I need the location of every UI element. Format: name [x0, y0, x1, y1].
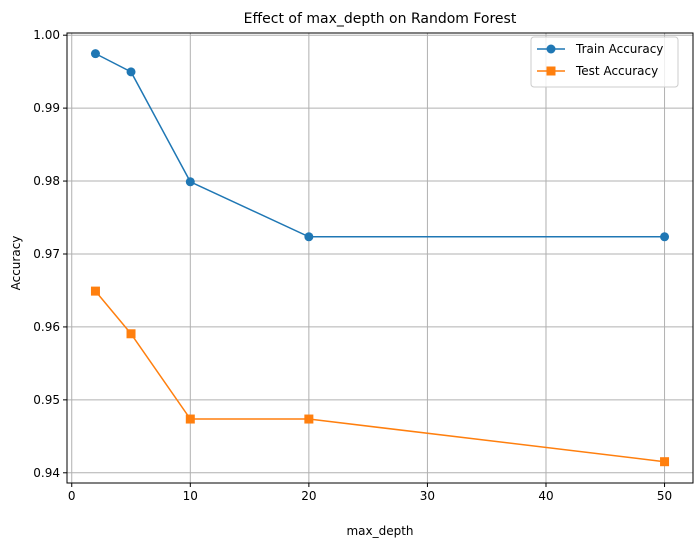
- x-tick-label: 50: [657, 489, 672, 503]
- data-point: [126, 329, 136, 339]
- data-point: [304, 414, 314, 424]
- legend-label: Train Accuracy: [575, 42, 663, 56]
- y-tick-label: 0.99: [33, 101, 60, 115]
- series-layer: [90, 49, 670, 467]
- legend-marker: [546, 66, 556, 76]
- y-tick-label: 1.00: [33, 28, 60, 42]
- data-point: [185, 414, 195, 424]
- legend-marker: [546, 44, 556, 54]
- legend: Train Accuracy Test Accuracy: [530, 36, 679, 88]
- chart-title: Effect of max_depth on Random Forest: [244, 11, 517, 27]
- y-tick-label: 0.95: [33, 393, 60, 407]
- x-tick-label: 10: [183, 489, 198, 503]
- y-tick-label: 0.96: [33, 320, 60, 334]
- data-point: [304, 232, 314, 242]
- x-axis-label: max_depth: [346, 524, 413, 538]
- y-axis-label: Accuracy: [9, 236, 23, 291]
- legend-box: [530, 36, 679, 88]
- x-tick-label: 30: [420, 489, 435, 503]
- ticks: 0 10 20 30 40 50 0.94 0.95 0.96 0.97 0.98 0.99 1.00: [33, 28, 672, 503]
- x-tick-label: 40: [538, 489, 553, 503]
- legend-item: Train Accuracy: [537, 42, 663, 56]
- data-point: [185, 177, 195, 187]
- data-point: [660, 232, 670, 242]
- data-point: [90, 286, 100, 296]
- x-tick-label: 20: [301, 489, 316, 503]
- data-point: [90, 49, 100, 59]
- legend-item: Test Accuracy: [537, 64, 658, 78]
- y-tick-label: 0.98: [33, 174, 60, 188]
- y-tick-label: 0.94: [33, 466, 60, 480]
- y-tick-label: 0.97: [33, 247, 60, 261]
- axes-frame: [66, 32, 694, 484]
- series-test: [90, 286, 670, 467]
- data-point: [660, 457, 670, 467]
- grid: [67, 33, 693, 483]
- series-train: [90, 49, 670, 242]
- legend-items: Train Accuracy Test Accuracy: [537, 42, 663, 78]
- data-point: [126, 67, 136, 77]
- legend-label: Test Accuracy: [575, 64, 658, 78]
- x-tick-label: 0: [68, 489, 76, 503]
